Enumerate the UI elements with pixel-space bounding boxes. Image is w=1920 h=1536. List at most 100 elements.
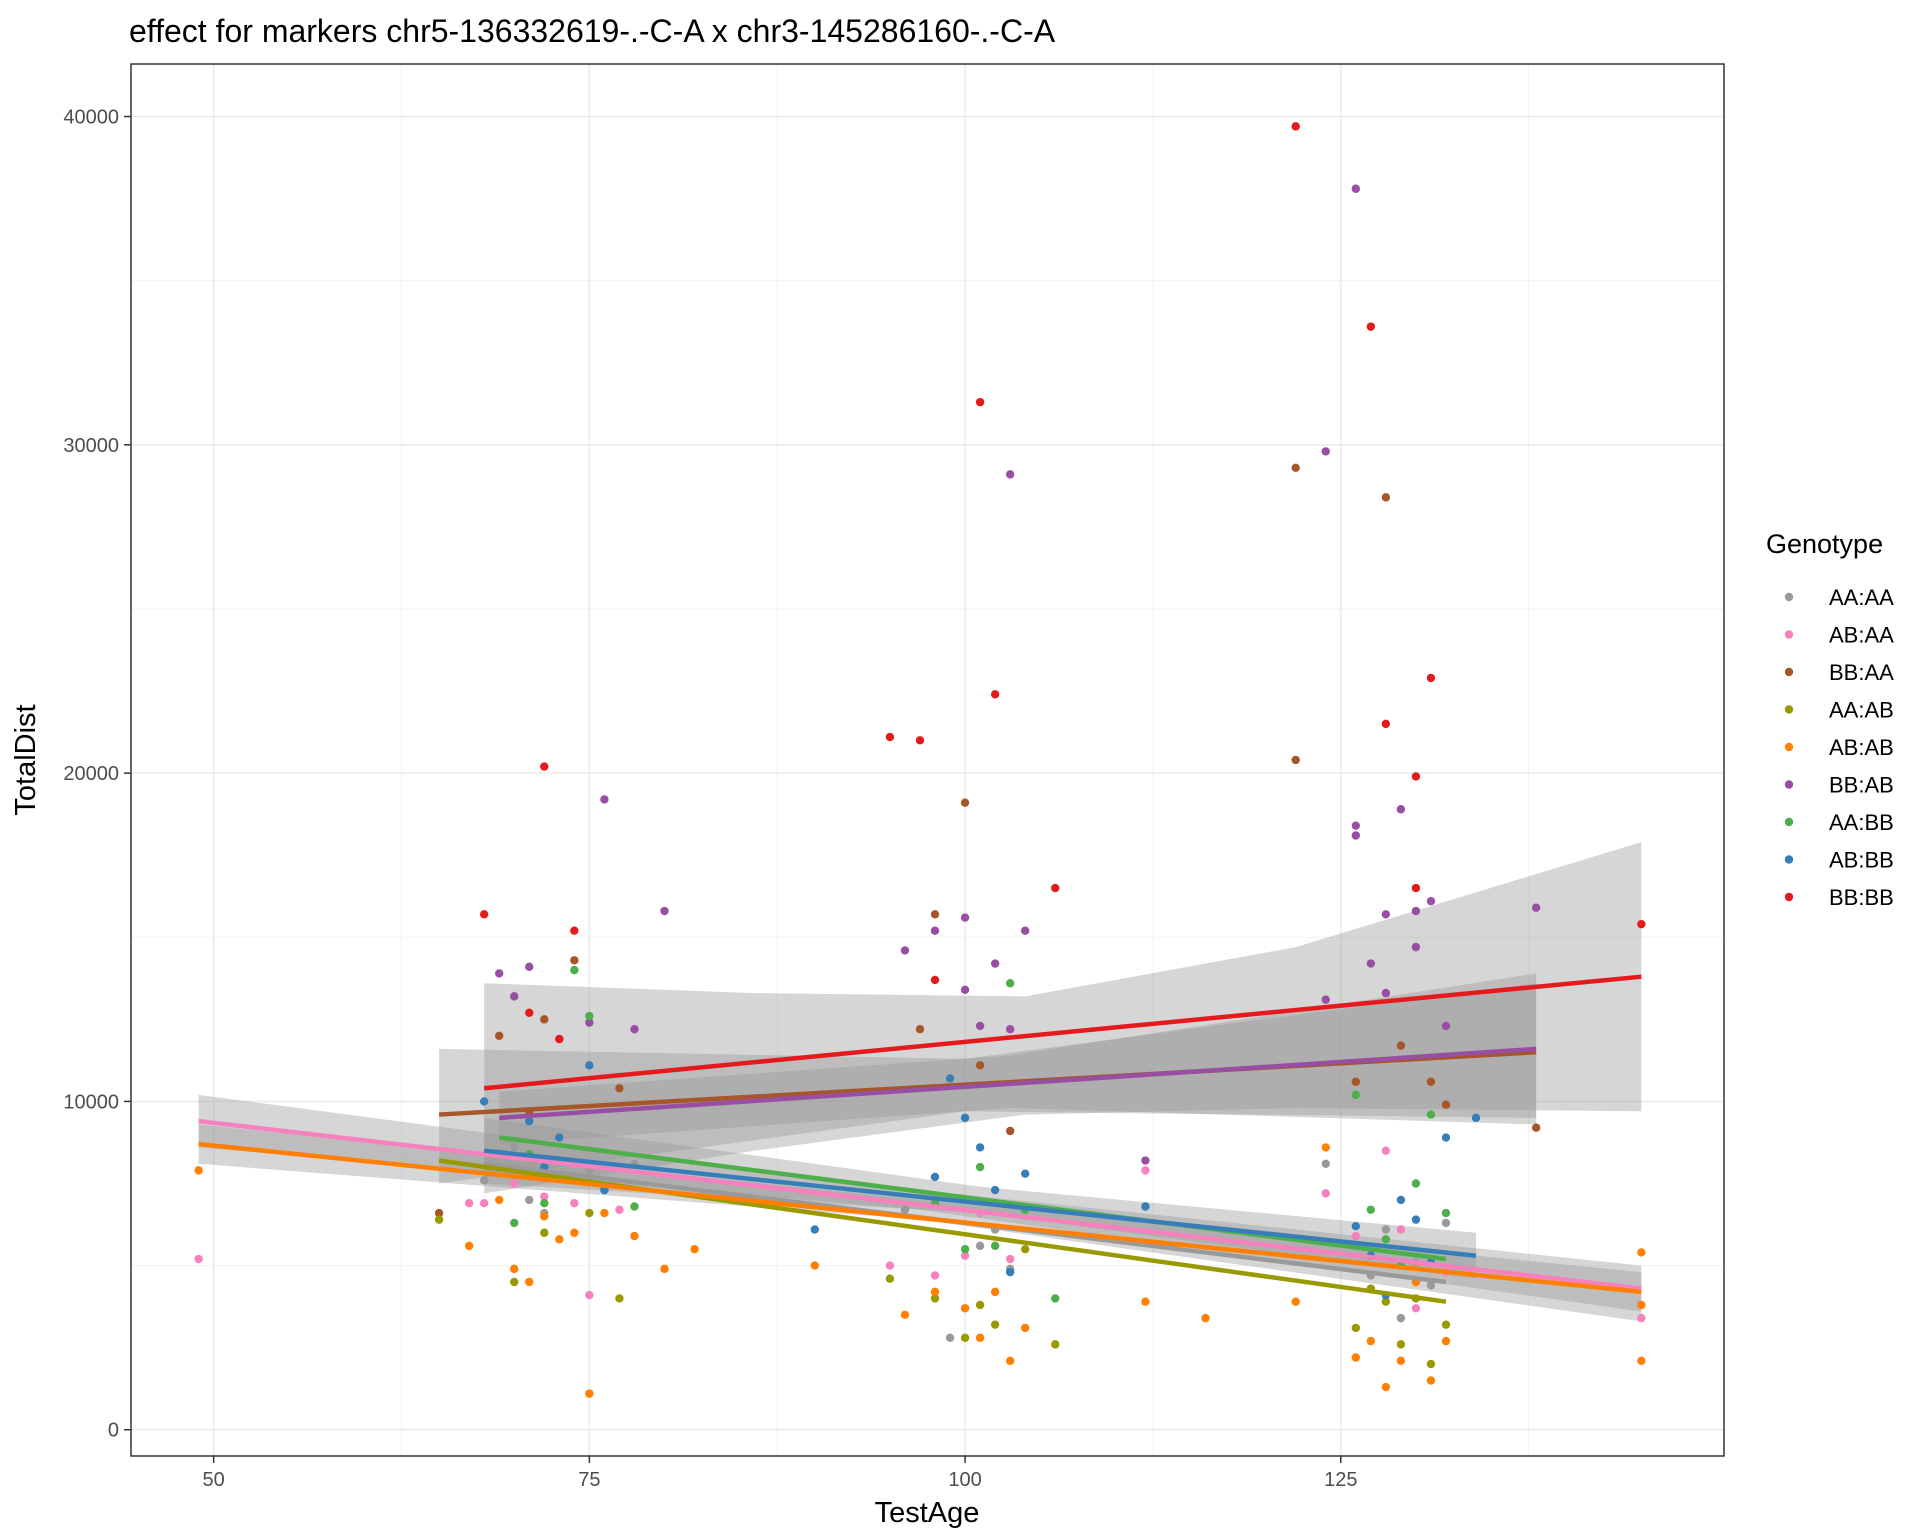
data-point: [915, 1025, 925, 1034]
data-point: [1381, 1235, 1391, 1244]
data-point: [540, 762, 549, 771]
data-point: [1471, 1113, 1481, 1123]
y-tick-label: 0: [108, 1420, 119, 1442]
data-point: [975, 1162, 985, 1172]
data-point: [1531, 1123, 1541, 1132]
data-point: [1366, 1336, 1376, 1346]
data-point: [1396, 1340, 1406, 1349]
data-point: [1411, 772, 1421, 781]
data-point: [1005, 1267, 1015, 1277]
regression-line: [498, 1135, 1447, 1262]
data-point: [810, 1225, 819, 1234]
data-point: [479, 1176, 489, 1185]
data-point: [990, 1241, 1000, 1251]
data-point: [525, 962, 534, 972]
data-point: [479, 1097, 489, 1106]
data-point: [585, 1061, 594, 1070]
data-point: [570, 1199, 579, 1208]
data-point: [1005, 1356, 1015, 1365]
data-point: [555, 1235, 564, 1244]
plot-panel: [130, 63, 1725, 1457]
x-tick-label: 50: [203, 1469, 225, 1491]
data-point: [1366, 959, 1376, 968]
data-point: [1351, 184, 1361, 193]
legend-key: [1784, 742, 1794, 752]
data-point: [525, 1195, 534, 1205]
data-point: [1637, 1248, 1646, 1257]
data-point: [900, 1310, 910, 1320]
data-point: [1020, 1323, 1030, 1333]
data-point: [1051, 1340, 1060, 1349]
data-point: [615, 1205, 624, 1214]
data-point: [1381, 1225, 1391, 1234]
data-point: [930, 910, 940, 919]
data-point: [1411, 906, 1421, 916]
legend-label: AA:BB: [1829, 810, 1894, 835]
data-point: [1351, 1323, 1361, 1333]
legend-label: AA:AA: [1829, 585, 1894, 610]
data-point: [1020, 926, 1030, 935]
data-point: [1321, 447, 1330, 456]
data-point: [570, 1228, 579, 1237]
data-point: [540, 1228, 549, 1237]
data-point: [630, 1025, 639, 1034]
y-axis-title: TotalDist: [10, 704, 42, 815]
data-point: [930, 926, 940, 935]
data-point: [615, 1084, 624, 1093]
data-point: [1637, 1300, 1646, 1310]
data-point: [885, 732, 895, 742]
data-point: [1051, 883, 1060, 893]
data-point: [1351, 1231, 1361, 1241]
plot-background: [131, 64, 1724, 1456]
data-point: [585, 1011, 594, 1021]
data-point: [1005, 1025, 1015, 1034]
data-point: [990, 1287, 1000, 1297]
data-point: [1411, 1179, 1421, 1188]
data-point: [885, 1261, 895, 1270]
data-point: [540, 1199, 549, 1208]
data-point: [525, 1116, 534, 1126]
legend-key: [1784, 855, 1794, 864]
data-point: [1381, 1382, 1391, 1392]
data-point: [1381, 910, 1391, 919]
data-point: [510, 992, 519, 1001]
y-tick-label: 10000: [63, 1091, 119, 1113]
data-point: [1441, 1208, 1451, 1218]
data-point: [555, 1133, 564, 1142]
data-point: [930, 1271, 940, 1280]
data-point: [960, 1251, 970, 1260]
data-point: [1141, 1297, 1150, 1306]
data-point: [960, 913, 970, 922]
data-point: [585, 1018, 594, 1027]
data-point: [570, 965, 579, 975]
regression-lines: [198, 974, 1642, 1304]
data-point: [1291, 755, 1300, 765]
data-point: [585, 1290, 594, 1300]
data-point: [990, 690, 1000, 699]
data-point: [1321, 1159, 1330, 1169]
data-point: [915, 736, 925, 745]
data-point: [1005, 1254, 1015, 1264]
data-point: [1291, 122, 1300, 131]
data-point: [585, 1389, 594, 1398]
data-point: [510, 1143, 519, 1152]
data-point: [660, 906, 669, 916]
data-point: [1441, 1100, 1451, 1109]
data-point: [990, 1320, 1000, 1329]
data-point: [990, 959, 1000, 968]
data-point: [1141, 1166, 1150, 1175]
data-point: [1351, 831, 1361, 840]
legend-label: BB:AB: [1829, 773, 1894, 798]
data-point: [479, 910, 489, 919]
data-point: [555, 1034, 564, 1044]
data-point: [630, 1231, 639, 1241]
data-point: [1426, 1281, 1436, 1290]
data-point: [1426, 1077, 1436, 1086]
data-point: [960, 1333, 970, 1343]
legend-key: [1784, 780, 1794, 789]
data-point: [1020, 1244, 1030, 1254]
data-point: [1637, 919, 1646, 929]
y-axis-ticks: 0 10000 20000 30000 40000: [63, 107, 131, 1442]
regression-line: [483, 1148, 1477, 1258]
data-point: [434, 1215, 444, 1224]
